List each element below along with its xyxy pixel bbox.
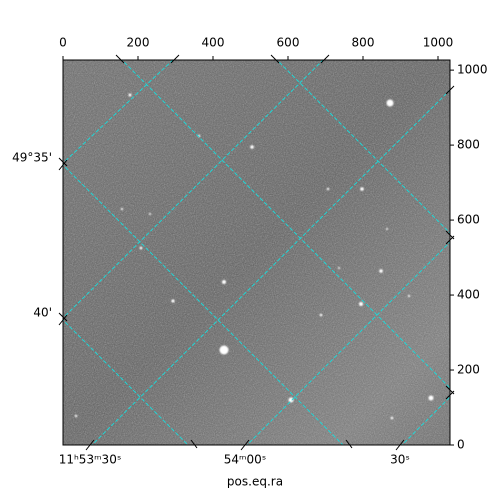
frame bbox=[62, 59, 451, 446]
x-tick-label: 400 bbox=[202, 36, 225, 50]
y-tick-label: 400 bbox=[457, 288, 480, 302]
y-tick-label: 600 bbox=[457, 213, 480, 227]
sky-image bbox=[63, 60, 450, 445]
stars bbox=[74, 93, 434, 420]
y-tick-label: 0 bbox=[457, 438, 465, 452]
ra-tick-label: 11ʰ53ᵐ30ˢ bbox=[59, 453, 122, 467]
dec-tick-label: 40' bbox=[33, 306, 52, 320]
x-axis-label: pos.eq.ra bbox=[227, 475, 283, 489]
world-grid bbox=[63, 60, 450, 445]
x-tick-label: 600 bbox=[277, 36, 300, 50]
dec-tick-label: 49°35' bbox=[12, 151, 52, 165]
y-tick-label: 1000 bbox=[457, 63, 488, 77]
world-ticks bbox=[58, 54, 455, 451]
x-tick-label: 1000 bbox=[423, 36, 454, 50]
y-tick-label: 800 bbox=[457, 138, 480, 152]
ra-tick-label: 54ᵐ00ˢ bbox=[224, 453, 267, 467]
y-tick-label: 200 bbox=[457, 363, 480, 377]
ra-tick-label: 30ˢ bbox=[390, 453, 410, 467]
x-tick-label: 200 bbox=[127, 36, 150, 50]
x-tick-label: 0 bbox=[59, 36, 67, 50]
x-tick-label: 800 bbox=[352, 36, 375, 50]
